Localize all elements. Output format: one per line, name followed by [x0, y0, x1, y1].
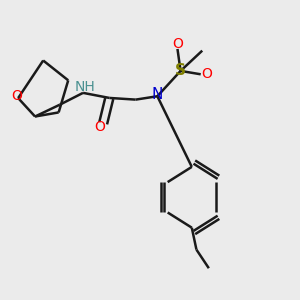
- Text: N: N: [152, 87, 163, 102]
- Text: O: O: [11, 89, 22, 103]
- Text: O: O: [201, 67, 212, 81]
- Text: NH: NH: [74, 80, 95, 94]
- Text: O: O: [94, 120, 105, 134]
- Text: O: O: [172, 37, 183, 51]
- Text: S: S: [175, 63, 186, 78]
